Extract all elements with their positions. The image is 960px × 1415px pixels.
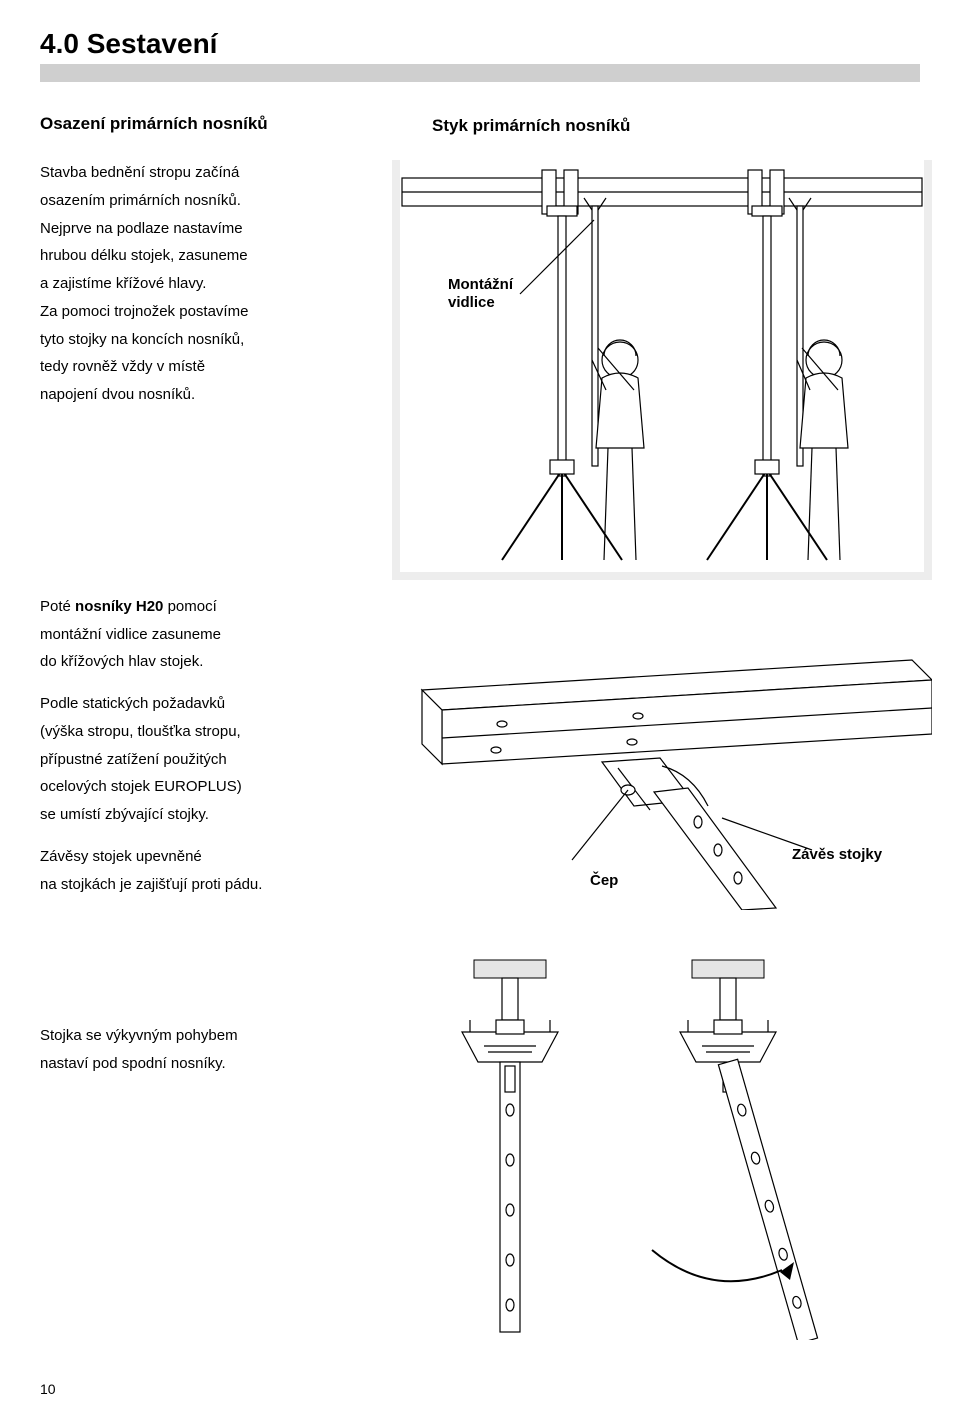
p4-l2: na stojkách je zajišťují proti pádu. <box>40 876 262 893</box>
p1-l8: tedy rovněž vždy v místě <box>40 358 205 375</box>
figure-3-svg <box>392 950 932 1340</box>
fig1-label-vidlice-l2: vidlice <box>448 294 495 311</box>
p1-l1: Stavba bednění stropu začíná <box>40 164 239 181</box>
p3-l4: ocelových stojek EUROPLUS) <box>40 778 242 795</box>
p1-l2: osazením primárních nosníků. <box>40 192 241 209</box>
fig1-title: Styk primárních nosníků <box>432 116 932 136</box>
left-subheading: Osazení primárních nosníků <box>40 114 370 134</box>
p5-l1: Stojka se výkyvným pohybem <box>40 1027 238 1044</box>
p3-l1: Podle statických požadavků <box>40 695 225 712</box>
p3-l5: se umístí zbývající stojky. <box>40 806 209 823</box>
figure-3 <box>392 950 932 1340</box>
fig2-label-zaves: Závěs stojky <box>792 846 882 864</box>
p5-l2: nastaví pod spodní nosníky. <box>40 1055 226 1072</box>
p2-l1b: nosníky H20 <box>75 598 163 615</box>
p2-l2: montážní vidlice zasuneme <box>40 626 221 643</box>
p4-l1: Závěsy stojek upevněné <box>40 848 202 865</box>
section-title: 4.0 Sestavení <box>40 28 920 60</box>
p3-l3: přípustné zatížení použitých <box>40 751 227 768</box>
paragraph-1: Stavba bednění stropu začíná osazením pr… <box>40 162 340 406</box>
p1-l3: Nejprve na podlaze nastavíme <box>40 220 243 237</box>
paragraph-3: Podle statických požadavků (výška stropu… <box>40 693 340 826</box>
p1-l5: a zajistíme křížové hlavy. <box>40 275 206 292</box>
p2-l1c: pomocí <box>163 598 216 615</box>
figure-1-svg <box>392 160 932 580</box>
p1-l6: Za pomoci trojnožek postavíme <box>40 303 248 320</box>
p2-l1a: Poté <box>40 598 75 615</box>
paragraph-5: Stojka se výkyvným pohybem nastaví pod s… <box>40 1025 340 1075</box>
fig1-label-vidlice-l1: Montážní <box>448 276 513 293</box>
paragraph-4: Závěsy stojek upevněné na stojkách je za… <box>40 846 340 896</box>
fig1-label-vidlice: Montážní vidlice <box>448 276 513 312</box>
p1-l9: napojení dvou nosníků. <box>40 386 195 403</box>
figure-2: Čep Závěs stojky <box>392 650 932 910</box>
p3-l2: (výška stropu, tloušťka stropu, <box>40 723 241 740</box>
left-column: Osazení primárních nosníků Stavba bedněn… <box>40 114 370 1075</box>
paragraph-2: Poté nosníky H20 pomocí montážní vidlice… <box>40 596 340 673</box>
section-underline <box>40 64 920 82</box>
p2-l3: do křížových hlav stojek. <box>40 653 203 670</box>
right-column: Styk primárních nosníků <box>392 116 932 1340</box>
figure-2-svg <box>392 650 932 910</box>
p1-l7: tyto stojky na koncích nosníků, <box>40 331 244 348</box>
page-number: 10 <box>40 1381 56 1397</box>
p1-l4: hrubou délku stojek, zasuneme <box>40 247 248 264</box>
fig2-label-cep: Čep <box>590 872 618 890</box>
figure-1: Montážní vidlice <box>392 160 932 580</box>
